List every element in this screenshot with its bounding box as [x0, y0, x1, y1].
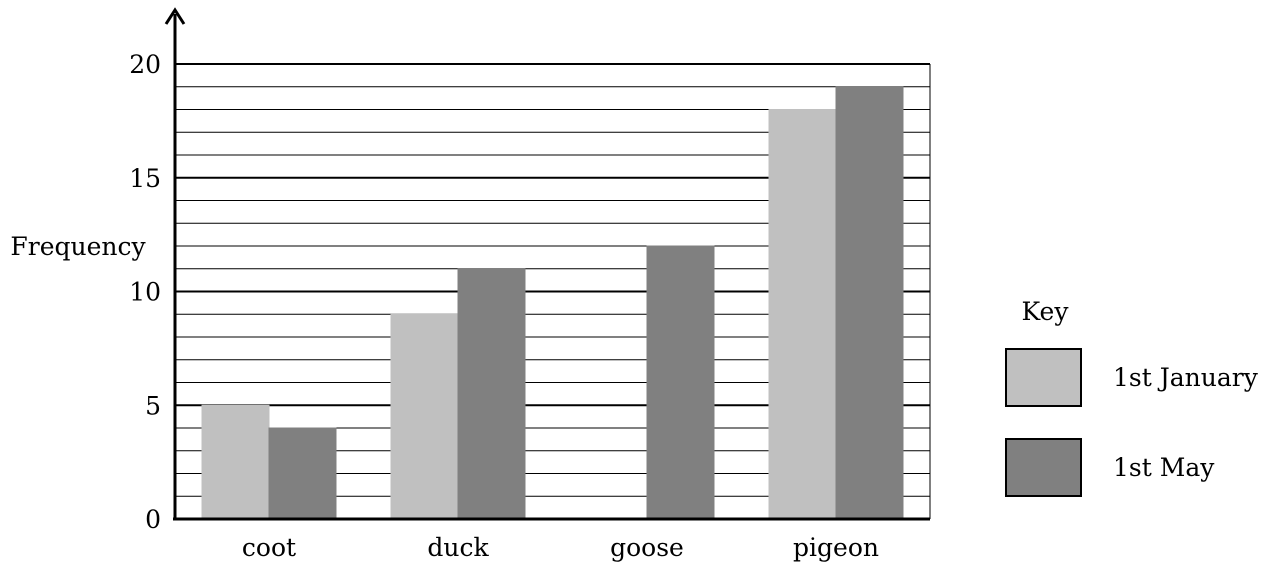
x-tick-label: duck	[427, 533, 489, 562]
bar-duck-series-2	[457, 268, 526, 520]
y-tick-label: 15	[129, 164, 161, 193]
legend-label: 1st January	[1113, 363, 1259, 392]
legend-items: 1st January 1st May	[1005, 348, 1259, 497]
axes	[164, 7, 930, 521]
bar-goose-series-2	[646, 245, 715, 520]
x-tick-label: pigeon	[793, 533, 879, 562]
bar-pigeon-series-1	[768, 109, 837, 520]
legend-title: Key	[1022, 297, 1070, 326]
y-tick-labels: 0 5 10 15 20	[129, 50, 161, 534]
bar-duck-series-1	[390, 313, 459, 520]
x-tick-labels: coot duck goose pigeon	[242, 533, 879, 562]
y-tick-label: 20	[129, 50, 161, 79]
y-tick-label: 10	[129, 278, 161, 307]
legend-swatch	[1005, 438, 1082, 497]
bars	[201, 86, 904, 520]
bar-coot-series-2	[268, 427, 337, 520]
legend-label: 1st May	[1113, 453, 1215, 482]
legend: Key 1st January 1st May	[1005, 297, 1259, 497]
x-tick-label: goose	[610, 533, 684, 562]
y-tick-label: 0	[145, 505, 161, 534]
bar-coot-series-1	[201, 404, 270, 520]
legend-swatch	[1005, 348, 1082, 407]
y-tick-label: 5	[145, 391, 161, 420]
y-axis-label: Frequency	[10, 232, 146, 261]
x-tick-label: coot	[242, 533, 296, 562]
bar-pigeon-series-2	[835, 86, 904, 520]
y-axis-arrow-icon	[164, 7, 186, 25]
